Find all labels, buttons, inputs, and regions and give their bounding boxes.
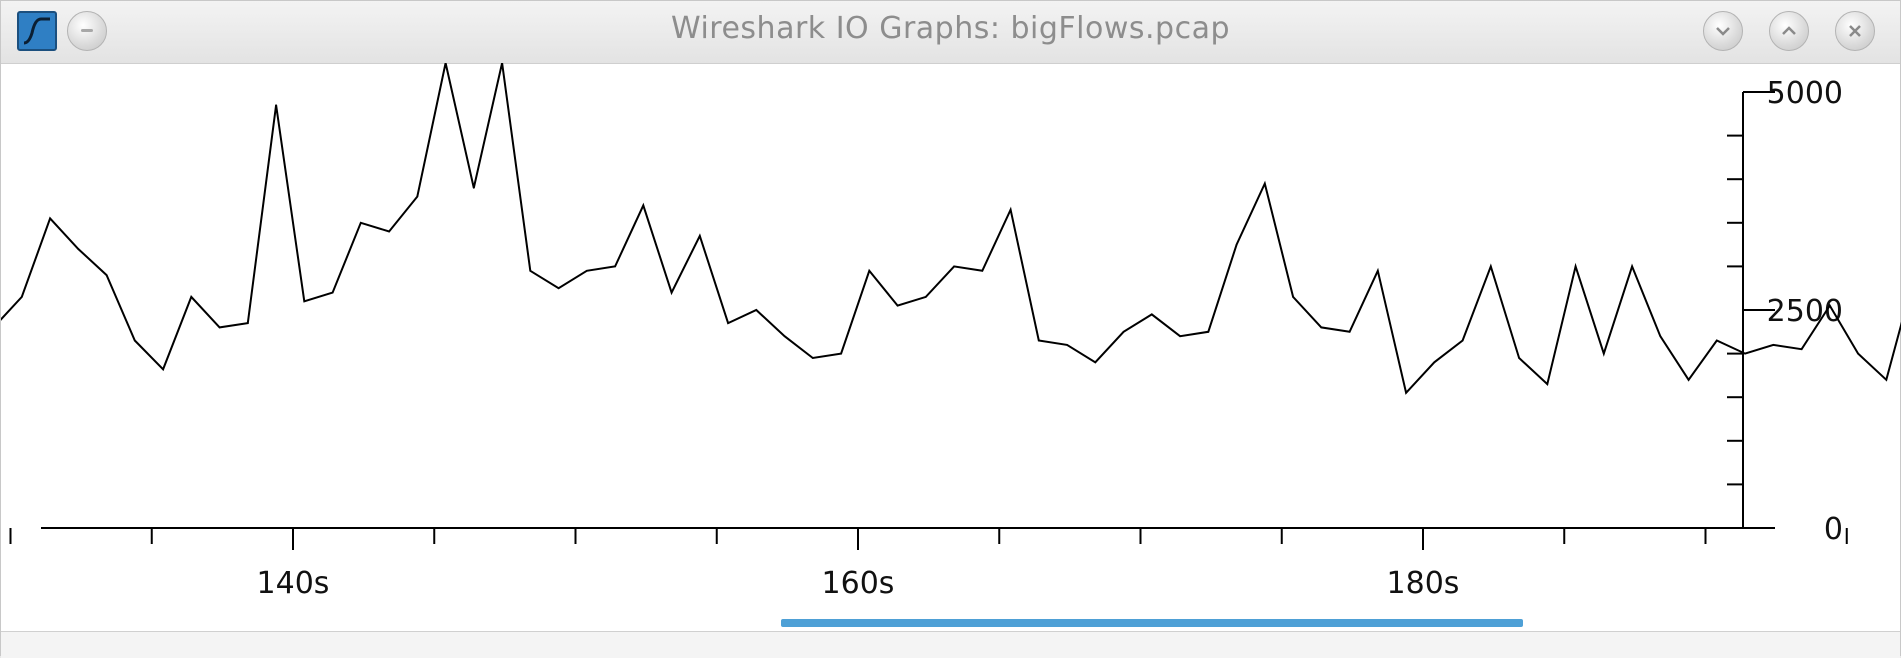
data-point xyxy=(1546,383,1549,385)
data-point xyxy=(755,309,758,311)
data-point xyxy=(1122,331,1125,333)
data-point xyxy=(699,235,701,237)
y-tick-label: 0 xyxy=(1824,512,1843,547)
data-point xyxy=(360,222,362,224)
data-point xyxy=(642,204,645,207)
data-point xyxy=(416,195,419,198)
data-point xyxy=(388,230,390,233)
data-point xyxy=(1744,352,1746,355)
data-point xyxy=(501,63,503,64)
data-point xyxy=(1716,339,1718,342)
x-tick-label: 180s xyxy=(1387,566,1460,601)
data-point xyxy=(1377,269,1379,272)
data-point xyxy=(727,322,729,324)
data-point xyxy=(1038,339,1040,342)
data-point xyxy=(1490,265,1492,268)
data-point xyxy=(1292,296,1294,298)
data-point xyxy=(1631,265,1633,268)
data-point xyxy=(614,265,616,268)
io-graph-icon[interactable] xyxy=(17,11,57,51)
y-axis: 5000 2500 0 xyxy=(1727,76,1843,547)
data-point xyxy=(162,368,164,371)
data-point xyxy=(331,291,334,294)
maximize-icon[interactable] xyxy=(1769,11,1809,51)
data-point xyxy=(105,274,108,276)
data-point xyxy=(1320,326,1323,329)
data-point xyxy=(21,296,23,298)
data-point xyxy=(1348,331,1351,333)
data-point xyxy=(303,300,306,303)
y-tick-label: 2500 xyxy=(1767,294,1843,329)
data-point xyxy=(1461,339,1464,342)
data-point xyxy=(981,269,984,272)
data-point xyxy=(1066,344,1068,346)
data-point xyxy=(134,339,136,342)
data-point xyxy=(586,269,588,272)
data-point xyxy=(1857,352,1859,355)
minimize-icon[interactable] xyxy=(1703,11,1743,51)
data-point xyxy=(896,304,899,307)
window-menu-icon[interactable] xyxy=(67,11,107,51)
status-bar xyxy=(1,631,1900,658)
data-point xyxy=(218,326,221,329)
data-point xyxy=(1829,304,1831,307)
data-point xyxy=(783,335,786,337)
data-point xyxy=(1433,361,1436,364)
close-icon[interactable] xyxy=(1835,11,1875,51)
data-point xyxy=(1235,243,1238,246)
data-point xyxy=(1207,331,1210,333)
data-point xyxy=(473,187,475,189)
data-point xyxy=(868,269,871,272)
data-point xyxy=(247,322,249,324)
data-point xyxy=(925,296,927,298)
data-point xyxy=(1009,208,1012,211)
window-title: Wireshark IO Graphs: bigFlows.pcap xyxy=(670,11,1231,46)
data-point xyxy=(1151,313,1153,316)
x-tick-label: 140s xyxy=(257,566,330,601)
data-point xyxy=(1603,352,1605,355)
data-point xyxy=(953,265,955,268)
data-point xyxy=(190,296,193,298)
data-point xyxy=(1179,335,1181,337)
series-line xyxy=(1,63,1901,395)
data-point xyxy=(1687,378,1690,381)
data-point xyxy=(444,63,447,64)
data-point xyxy=(275,104,277,106)
title-bar[interactable]: Wireshark IO Graphs: bigFlows.pcap xyxy=(1,1,1900,64)
data-point xyxy=(670,291,673,294)
data-point xyxy=(77,248,80,250)
data-points xyxy=(21,63,1888,394)
y-tick-label: 5000 xyxy=(1767,76,1843,111)
data-point xyxy=(1518,357,1520,359)
data-point xyxy=(529,269,532,272)
data-point xyxy=(1574,265,1577,268)
horizontal-scrollbar-thumb[interactable] xyxy=(781,619,1523,627)
data-point xyxy=(1405,392,1407,394)
data-point xyxy=(1885,378,1888,381)
data-point xyxy=(49,217,51,220)
data-point xyxy=(840,352,842,355)
data-point xyxy=(1772,344,1775,346)
data-point xyxy=(1264,182,1266,185)
data-point xyxy=(812,357,814,359)
x-axis: 140s160s180s200s220s240s xyxy=(9,527,1848,601)
data-point xyxy=(1659,335,1662,337)
data-point xyxy=(1800,348,1803,351)
data-point xyxy=(557,287,560,289)
x-tick-label: 160s xyxy=(822,566,895,601)
data-point xyxy=(1094,361,1097,364)
